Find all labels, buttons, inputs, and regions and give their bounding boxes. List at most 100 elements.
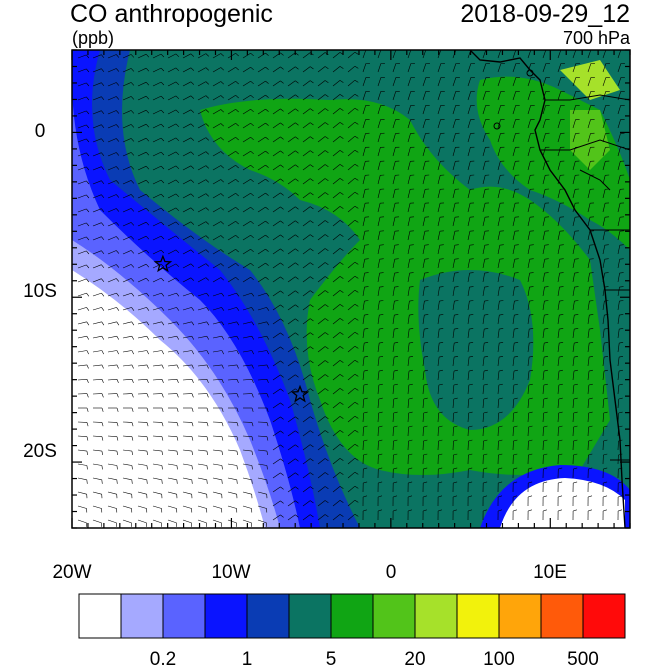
wind-barb <box>467 161 471 171</box>
wind-barb-feather <box>116 96 120 100</box>
wind-barb <box>377 384 380 395</box>
wind-barb-feather <box>101 422 104 427</box>
wind-barb <box>467 119 471 129</box>
wind-barb <box>497 329 500 339</box>
wind-barb-feather <box>499 314 504 316</box>
wind-barb <box>272 136 281 143</box>
wind-barb <box>152 435 163 437</box>
wind-barb <box>572 105 576 115</box>
wind-barb <box>422 189 426 199</box>
wind-barb-feather <box>251 436 254 441</box>
wind-barb-feather <box>280 318 284 322</box>
wind-barb <box>272 458 281 465</box>
wind-barb <box>572 231 576 241</box>
wind-barb <box>92 379 103 381</box>
wind-barb <box>287 458 296 465</box>
wind-barb <box>452 371 455 381</box>
wind-barb <box>317 430 326 437</box>
wind-barb <box>512 231 516 241</box>
wind-barb-feather <box>558 411 563 414</box>
wind-barb-feather <box>161 465 163 470</box>
wind-barb <box>272 486 281 493</box>
wind-barb <box>257 435 268 437</box>
wind-barb-feather <box>191 321 195 326</box>
map-frame <box>71 49 631 529</box>
wind-barb-feather <box>190 193 195 197</box>
wind-barb-feather <box>160 263 165 268</box>
wind-barb-feather <box>544 342 549 344</box>
wind-barb <box>572 175 576 185</box>
wind-barb <box>482 217 486 227</box>
wind-barb-feather <box>235 109 239 113</box>
wind-barb-feather <box>116 422 119 427</box>
wind-barb-feather <box>265 66 269 70</box>
wind-barb-feather <box>310 500 314 504</box>
wind-barb <box>227 249 236 255</box>
colorbar <box>78 593 626 639</box>
se-pocket-white <box>500 478 625 528</box>
wind-barb-feather <box>589 314 594 316</box>
wind-barb-feather <box>280 290 284 294</box>
wind-barb <box>332 276 341 283</box>
wind-barb <box>617 384 620 395</box>
wind-barb-feather <box>221 307 225 311</box>
wind-barb-feather <box>295 472 299 476</box>
wind-barb <box>587 77 592 87</box>
wind-barb <box>437 147 441 157</box>
wind-barb-feather <box>559 314 564 316</box>
wind-barb-feather <box>280 374 284 378</box>
wind-barb-feather <box>363 509 367 512</box>
wind-barb-feather <box>175 53 180 58</box>
wind-barb <box>497 371 500 381</box>
wind-barb-feather <box>145 137 150 142</box>
wind-barb <box>107 138 117 143</box>
wind-barb-feather <box>235 221 239 225</box>
wind-barb-feather <box>116 194 120 198</box>
wind-barb-feather <box>280 360 284 364</box>
wind-barb <box>557 161 561 171</box>
wind-barb-feather <box>354 289 359 293</box>
wind-barb-feather <box>589 286 594 288</box>
wind-barb <box>467 203 471 213</box>
wind-barb <box>497 175 501 185</box>
wind-barb-feather <box>175 221 180 226</box>
wind-barb-feather <box>251 379 254 384</box>
wind-barb-feather <box>354 359 359 363</box>
wind-barb-feather <box>131 451 133 456</box>
wind-barb-feather <box>423 481 428 484</box>
wind-barb <box>512 63 517 73</box>
wind-barb-feather <box>266 379 269 384</box>
wind-barb <box>137 207 147 213</box>
wind-barb <box>287 472 296 479</box>
wind-barb-feather <box>528 383 533 386</box>
wind-barb-feather <box>499 258 504 260</box>
wind-barb <box>617 119 621 129</box>
wind-barb <box>167 350 177 353</box>
wind-barb <box>377 245 381 255</box>
wind-barb <box>302 150 311 157</box>
wind-barb-feather <box>146 422 149 427</box>
wind-barb <box>77 491 87 495</box>
wind-barb <box>557 259 560 269</box>
wind-barb <box>512 189 516 199</box>
wind-barb <box>317 472 326 479</box>
wind-barb <box>167 221 177 227</box>
wind-barb-feather <box>235 207 239 211</box>
wind-barb-feather <box>310 444 314 448</box>
wind-barb-feather <box>145 277 150 282</box>
wind-barb <box>362 329 365 339</box>
wind-barb <box>572 189 576 199</box>
wind-barb-feather <box>160 277 165 282</box>
wind-barb-feather <box>310 150 314 154</box>
wind-barb <box>497 398 500 409</box>
wind-barb <box>497 189 501 199</box>
wind-barb <box>467 91 472 101</box>
wind-barb <box>77 236 87 241</box>
wind-barb <box>272 276 281 283</box>
wind-barb <box>377 315 380 325</box>
wind-barb-feather <box>514 244 519 246</box>
wind-barb <box>167 123 177 129</box>
wind-barb-feather <box>206 393 209 398</box>
wind-barb <box>137 491 147 495</box>
wind-barb <box>212 379 223 381</box>
